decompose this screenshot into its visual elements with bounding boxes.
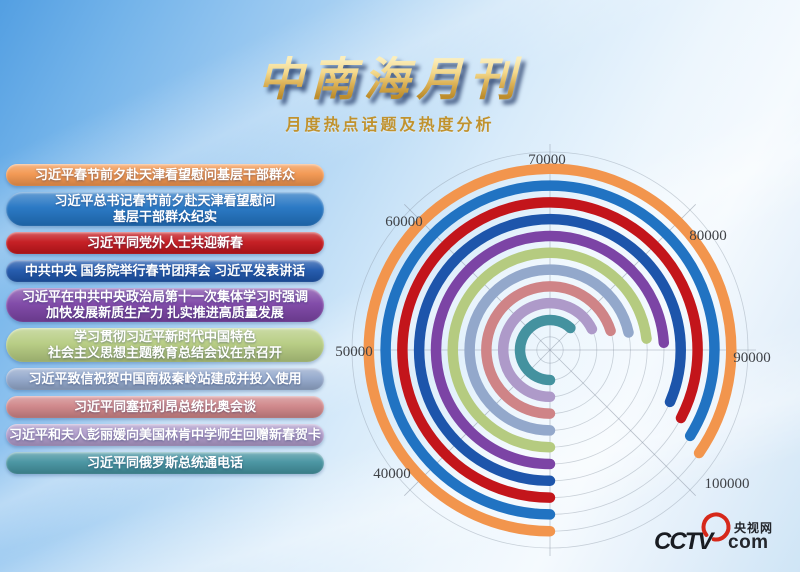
heat-ring — [363, 163, 737, 537]
topic-label: 学习贯彻习近平新时代中国特色 社会主义思想主题教育总结会议在京召开 — [47, 329, 282, 360]
heat-ring — [447, 247, 652, 453]
header: 中南海月刊 月度热点话题及热度分析 — [0, 56, 780, 135]
topic-bar: 学习贯彻习近平新时代中国特色 社会主义思想主题教育总结会议在京召开 — [6, 328, 324, 362]
topic-bar: 习近平同党外人士共迎新春 — [6, 232, 324, 254]
angle-axis-labels: 40000 50000 60000 70000 80000 90000 100000 — [335, 152, 771, 492]
page-title: 中南海月刊 — [257, 53, 523, 105]
topic-bar: 习近平和夫人彭丽媛向美国林肯中学师生回赠新春贺卡 — [6, 424, 324, 446]
topic-label: 习近平致信祝贺中国南极秦岭站建成并投入使用 — [28, 371, 302, 386]
heat-ring — [413, 214, 686, 487]
cctv-logo: CCTV 央视网 com — [652, 510, 798, 564]
cctv-swoosh-icon — [701, 512, 731, 542]
cctv-logo-cn: 央视网 — [734, 521, 774, 535]
topic-list: 习近平春节前夕赴天津看望慰问基层干部群众习近平总书记春节前夕赴天津看望慰问 基层干… — [6, 164, 324, 480]
heat-ring — [397, 197, 703, 503]
topic-label: 习近平同党外人士共迎新春 — [86, 235, 243, 250]
heat-ring — [481, 281, 616, 419]
angle-axis-label: 80000 — [689, 228, 727, 244]
topic-bar: 中共中央 国务院举行春节团拜会 习近平发表讲话 — [6, 260, 324, 282]
topic-label: 习近平和夫人彭丽媛向美国林肯中学师生回赠新春贺卡 — [9, 427, 322, 442]
heat-ring — [464, 264, 634, 436]
angle-axis-label: 100000 — [705, 476, 750, 492]
topic-label: 习近平在中共中央政治局第十一次集体学习时强调 加快发展新质生产力 扎实推进高质量发… — [21, 289, 308, 320]
cctv-logo-com: com — [728, 532, 769, 553]
angle-axis-label: 60000 — [385, 214, 423, 230]
heat-ring — [430, 230, 670, 470]
heat-rings — [363, 163, 737, 537]
angle-axis-label: 90000 — [733, 350, 771, 366]
topic-label: 习近平春节前夕赴天津看望慰问基层干部群众 — [34, 167, 295, 182]
heat-ring — [514, 314, 576, 386]
topic-bar: 习近平致信祝贺中国南极秦岭站建成并投入使用 — [6, 368, 324, 390]
topic-bar: 习近平同俄罗斯总统通电话 — [6, 452, 324, 474]
topic-bar: 习近平总书记春节前夕赴天津看望慰问 基层干部群众纪实 — [6, 192, 324, 226]
angle-axis-label: 40000 — [373, 466, 411, 482]
page-subtitle: 月度热点话题及热度分析 — [285, 117, 495, 134]
radial-heat-chart: 40000 50000 60000 70000 80000 90000 100000 — [335, 144, 771, 556]
heat-ring — [380, 180, 720, 520]
topic-bar: 习近平春节前夕赴天津看望慰问基层干部群众 — [6, 164, 324, 186]
angle-axis-label: 50000 — [335, 344, 373, 360]
topic-bar: 习近平在中共中央政治局第十一次集体学习时强调 加快发展新质生产力 扎实推进高质量发… — [6, 288, 324, 322]
topic-label: 中共中央 国务院举行春节团拜会 习近平发表讲话 — [24, 263, 306, 278]
angle-axis-label: 70000 — [528, 152, 566, 168]
heat-ring — [497, 297, 598, 403]
topic-label: 习近平同俄罗斯总统通电话 — [86, 455, 243, 470]
topic-label: 习近平同塞拉利昂总统比奥会谈 — [73, 399, 256, 414]
topic-bar: 习近平同塞拉利昂总统比奥会谈 — [6, 396, 324, 418]
topic-label: 习近平总书记春节前夕赴天津看望慰问 基层干部群众纪实 — [54, 193, 276, 224]
